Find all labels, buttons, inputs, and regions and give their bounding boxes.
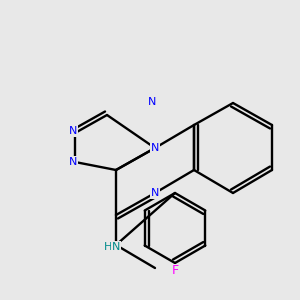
Text: F: F: [171, 265, 178, 278]
Text: N: N: [148, 97, 156, 107]
Text: H: H: [104, 242, 112, 252]
Text: N: N: [151, 143, 159, 153]
Text: N: N: [112, 242, 120, 252]
Text: N: N: [69, 157, 77, 167]
Text: N: N: [151, 188, 159, 198]
Text: N: N: [69, 126, 77, 136]
